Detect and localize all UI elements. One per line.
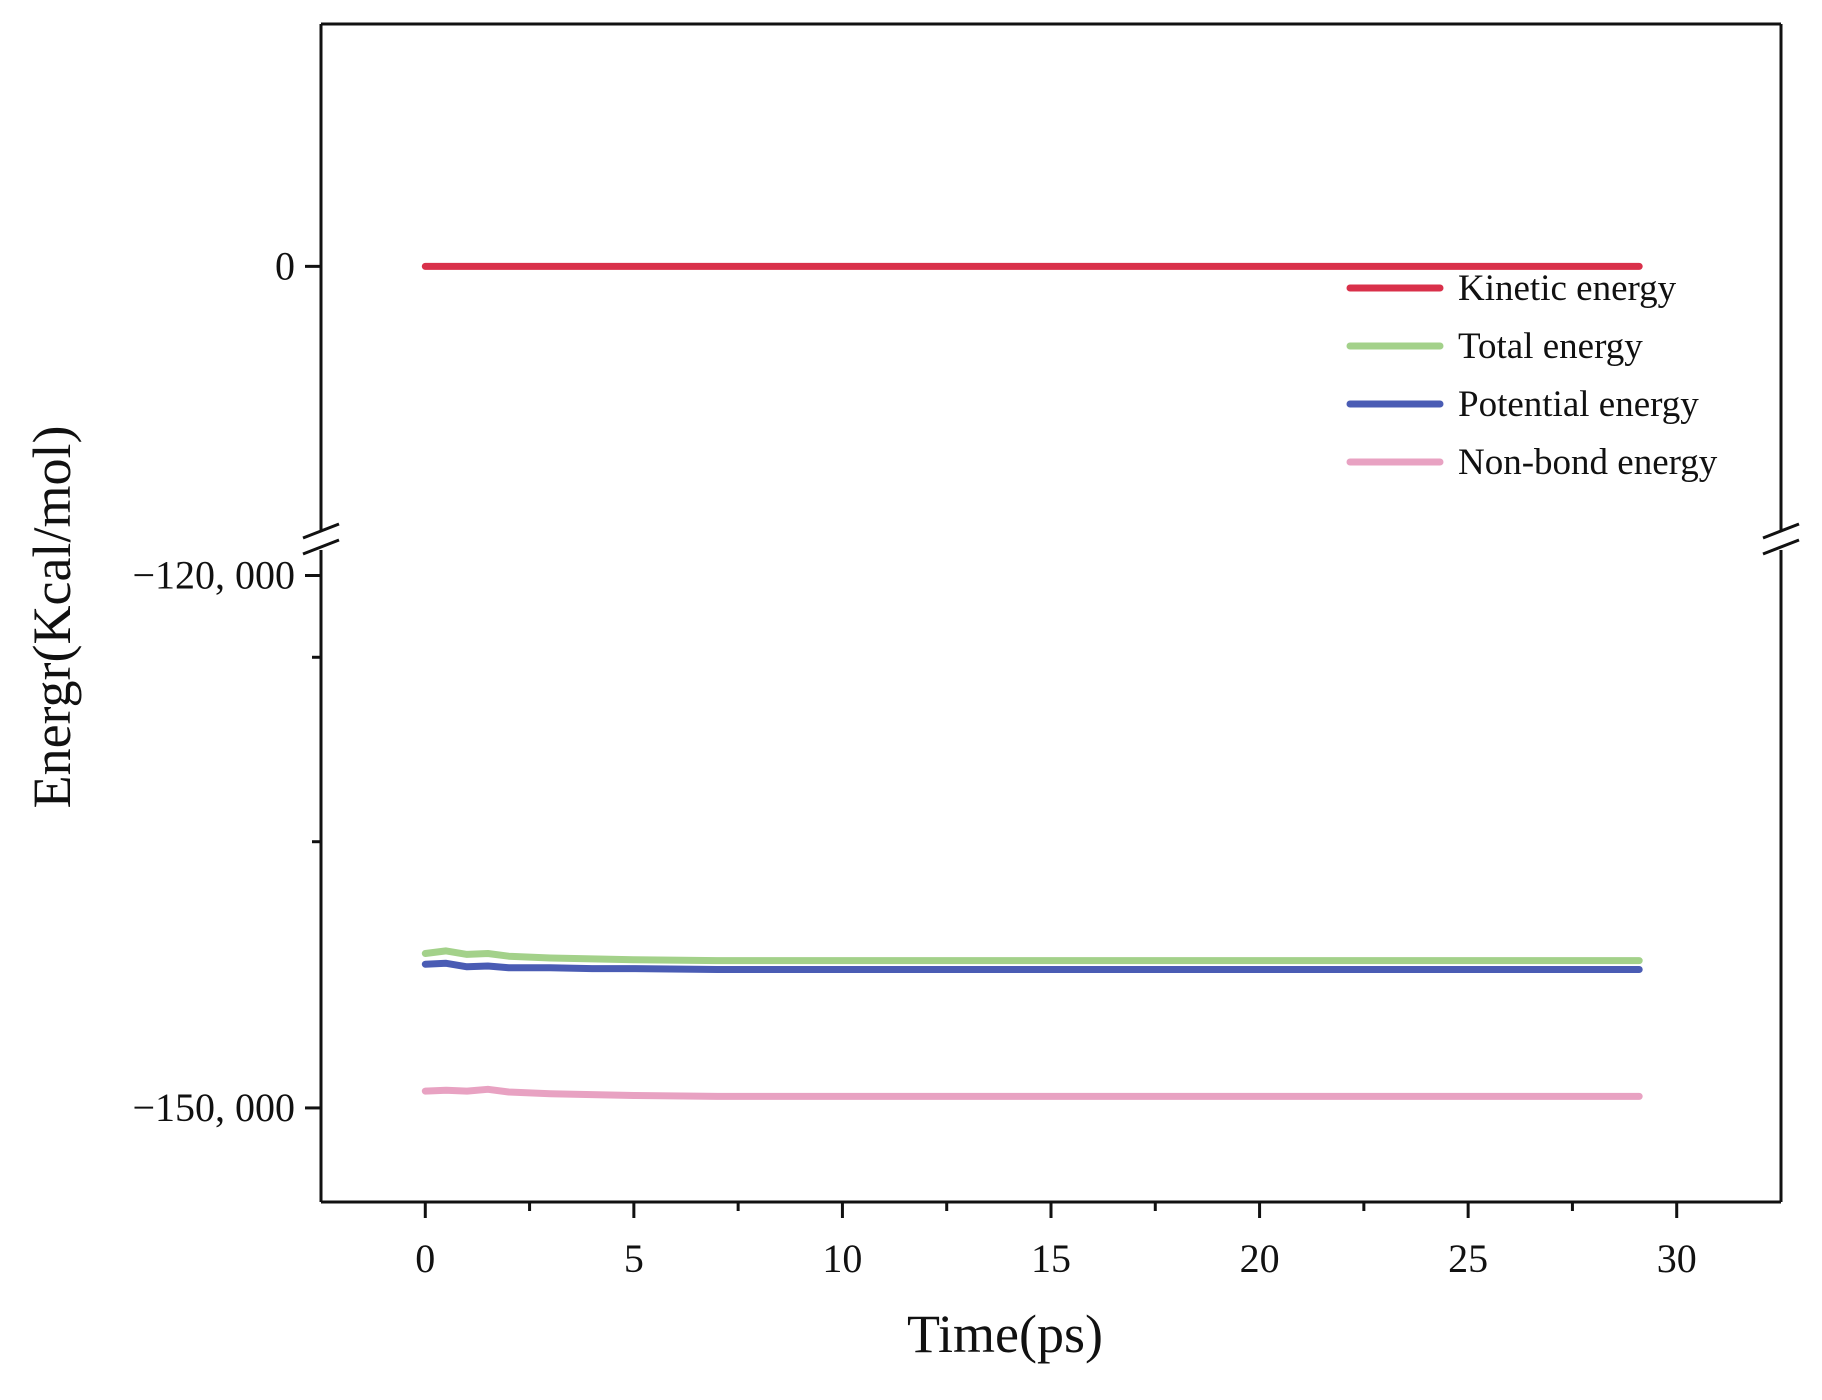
- x-tick-label: 0: [415, 1236, 435, 1281]
- legend-label-total-energy: Total energy: [1458, 326, 1643, 367]
- series-line-non-bond-energy: [421, 1085, 1643, 1100]
- axis-break-mark-right-a: [1762, 522, 1800, 540]
- legend-label-potential-energy: Potential energy: [1458, 384, 1699, 425]
- x-tick-label: 20: [1240, 1236, 1280, 1281]
- legend: Kinetic energy Total energy Potential ener…: [1346, 268, 1718, 483]
- axis-break-mark-left-a: [302, 522, 340, 540]
- legend-label-kinetic-energy: Kinetic energy: [1458, 268, 1677, 309]
- x-axis-title: Time(ps): [907, 1304, 1103, 1364]
- series-line-potential-energy: [421, 959, 1643, 973]
- axis-break-mark-right-b: [1762, 538, 1800, 556]
- x-tick-label: 5: [624, 1236, 644, 1281]
- y-axis: 0 −120, 000 −150, 000: [132, 243, 321, 1130]
- x-tick-label: 15: [1031, 1236, 1071, 1281]
- series-line-total-energy: [421, 947, 1643, 965]
- plot-frame: [302, 22, 1800, 1204]
- series-layer: [421, 262, 1643, 1100]
- axis-break-mark-left-b: [302, 538, 340, 556]
- y-axis-title: Energr(Kcal/mol): [22, 426, 82, 809]
- x-tick-label: 30: [1657, 1236, 1697, 1281]
- x-tick-label: 10: [822, 1236, 862, 1281]
- y-tick-label: 0: [275, 243, 295, 288]
- y-tick-label: −120, 000: [132, 552, 295, 597]
- x-tick-label: 25: [1448, 1236, 1488, 1281]
- y-tick-label: −150, 000: [132, 1085, 295, 1130]
- x-axis: 0 5 10 15 20 25 30: [415, 1202, 1697, 1281]
- legend-label-non-bond-energy: Non-bond energy: [1458, 442, 1718, 483]
